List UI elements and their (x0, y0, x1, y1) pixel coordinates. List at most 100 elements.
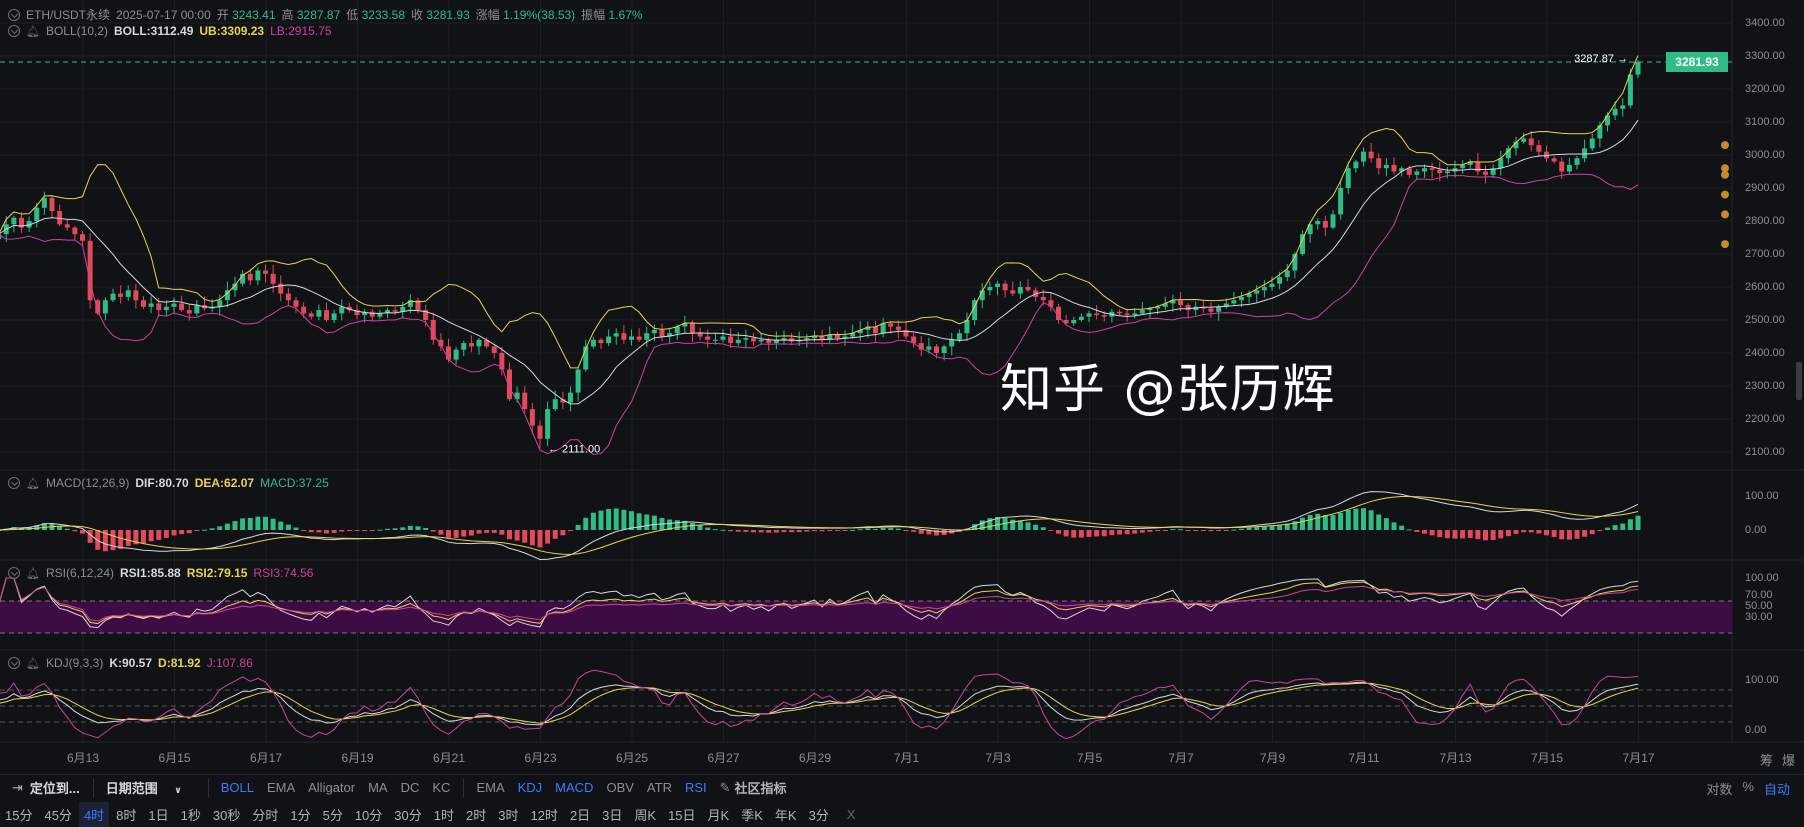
sub-indicator-rsi[interactable]: RSI (684, 780, 707, 795)
timeframe-22[interactable]: 年K (774, 808, 797, 823)
macd-histogram-bar (1627, 519, 1633, 530)
timeframe-0[interactable]: 15分 (5, 808, 33, 823)
macd-histogram-bar (1200, 530, 1206, 531)
main-indicator-ma[interactable]: MA (368, 780, 388, 795)
timeframe-10[interactable]: 10分 (354, 808, 383, 823)
auto-scale-button[interactable]: 自动 (1763, 782, 1790, 797)
chips-button[interactable]: 筹 (1760, 753, 1774, 768)
candle-body (1597, 125, 1603, 139)
community-indicators-button[interactable]: 社区指标 (734, 781, 787, 796)
price-tick: 3400.00 (1745, 17, 1785, 29)
collapse-icon[interactable] (8, 657, 20, 669)
main-indicator-dc[interactable]: DC (400, 780, 420, 795)
collapse-icon[interactable] (8, 8, 20, 21)
macd-histogram-bar (690, 523, 695, 530)
timeframe-11[interactable]: 30分 (394, 808, 422, 823)
kdj-name[interactable]: KDJ(9,3,3) (45, 656, 104, 670)
candle-body (1429, 168, 1435, 170)
sub-indicator-atr[interactable]: ATR (646, 780, 672, 795)
main-indicator-ema[interactable]: EMA (266, 780, 296, 795)
macd-histogram-bar (583, 517, 589, 530)
macd-histogram-bar (743, 530, 749, 532)
price-tick: 2900.00 (1745, 182, 1785, 194)
close-icon[interactable]: X (846, 807, 856, 822)
timeframe-2[interactable]: 4时 (78, 802, 110, 827)
locate-icon[interactable]: ⇥ (12, 779, 23, 795)
bell-icon[interactable]: 🔔︎ (26, 477, 40, 490)
sub-indicator-obv[interactable]: OBV (606, 780, 634, 795)
timeframe-15[interactable]: 12时 (530, 808, 558, 823)
date-tick: 7月9 (1259, 751, 1286, 765)
timeframe-19[interactable]: 15日 (668, 808, 696, 823)
timeframe-17[interactable]: 3日 (602, 808, 623, 823)
main-indicator-kc[interactable]: KC (432, 780, 451, 795)
candle-body (621, 333, 627, 340)
collapse-icon[interactable] (8, 477, 20, 489)
timeframe-3[interactable]: 8时 (116, 808, 137, 823)
timeframe-1[interactable]: 45分 (44, 808, 72, 823)
timeframe-7[interactable]: 分时 (252, 808, 279, 823)
macd-histogram-bar (873, 528, 878, 530)
candle-body (1284, 270, 1290, 278)
timeframe-13[interactable]: 2时 (466, 808, 487, 823)
macd-histogram-bar (926, 530, 932, 535)
timeframe-21[interactable]: 季K (741, 808, 763, 823)
boll-name[interactable]: BOLL(10,2) (45, 24, 109, 38)
macd-histogram-bar (1536, 530, 1542, 534)
candle-body (1566, 164, 1572, 172)
liquidation-button[interactable]: 爆 (1782, 753, 1796, 768)
timeframe-8[interactable]: 1分 (290, 808, 311, 823)
chart-canvas[interactable]: 3287.87 → ← 2111.00 (0, 0, 1804, 770)
macd-histogram-bar (1139, 530, 1145, 533)
bell-icon[interactable]: 🔔︎ (26, 25, 40, 38)
collapse-icon[interactable] (8, 25, 20, 37)
candle-body (110, 293, 116, 301)
date-range-button[interactable]: 日期范围 ∨ (106, 778, 195, 797)
candle-body (1101, 315, 1107, 317)
macd-name[interactable]: MACD(12,26,9) (45, 476, 130, 490)
candle-body (895, 326, 901, 330)
bell-icon[interactable]: 🔔︎ (26, 657, 40, 670)
watermark: 知乎 @张历辉 (1000, 360, 1336, 420)
chevron-down-icon: ∨ (174, 785, 182, 795)
timeframe-6[interactable]: 30秒 (212, 808, 241, 823)
main-indicator-boll[interactable]: BOLL (220, 780, 254, 795)
candle-body (1162, 303, 1168, 307)
macd-histogram-bar (1223, 530, 1229, 531)
percent-scale-button[interactable]: % (1742, 779, 1754, 794)
timeframe-16[interactable]: 2日 (569, 808, 591, 823)
candle-body (247, 273, 253, 281)
macd-histogram-bar (987, 518, 993, 530)
candle-body (80, 234, 85, 241)
macd-histogram-bar (1422, 530, 1427, 534)
bell-icon[interactable]: 🔔︎ (26, 567, 40, 580)
log-scale-button[interactable]: 对数 (1706, 782, 1733, 797)
locate-button[interactable]: 定位到... (29, 781, 80, 796)
macd-histogram-bar (1513, 530, 1519, 534)
sub-indicator-macd[interactable]: MACD (555, 780, 594, 795)
panel-collapse-handle[interactable] (1796, 362, 1802, 400)
collapse-icon[interactable] (8, 567, 20, 579)
timeframe-14[interactable]: 3时 (498, 808, 519, 823)
macd-histogram-bar (1620, 523, 1626, 530)
candle-body (217, 300, 223, 307)
main-indicator-alligator[interactable]: Alligator (308, 780, 356, 795)
timeframe-9[interactable]: 5分 (322, 808, 343, 823)
timeframe-4[interactable]: 1日 (148, 808, 169, 823)
candle-body (484, 339, 490, 347)
rsi-name[interactable]: RSI(6,12,24) (45, 566, 115, 580)
macd-histogram-bar (575, 524, 581, 530)
timeframe-20[interactable]: 月K (707, 808, 730, 823)
timeframe-18[interactable]: 周K (634, 808, 657, 823)
sub-indicator-kdj[interactable]: KDJ (517, 780, 543, 795)
macd-histogram-bar (850, 529, 856, 531)
candle-body (1231, 300, 1237, 304)
candle-body (751, 338, 756, 342)
macd-histogram-bar (255, 516, 261, 530)
timeframe-12[interactable]: 1时 (433, 808, 454, 823)
candle-body (324, 310, 329, 320)
sub-indicator-ema[interactable]: EMA (476, 780, 505, 795)
timeframe-5[interactable]: 1秒 (180, 808, 201, 823)
candle-body (1246, 293, 1252, 297)
timeframe-23[interactable]: 3分 (808, 808, 829, 823)
